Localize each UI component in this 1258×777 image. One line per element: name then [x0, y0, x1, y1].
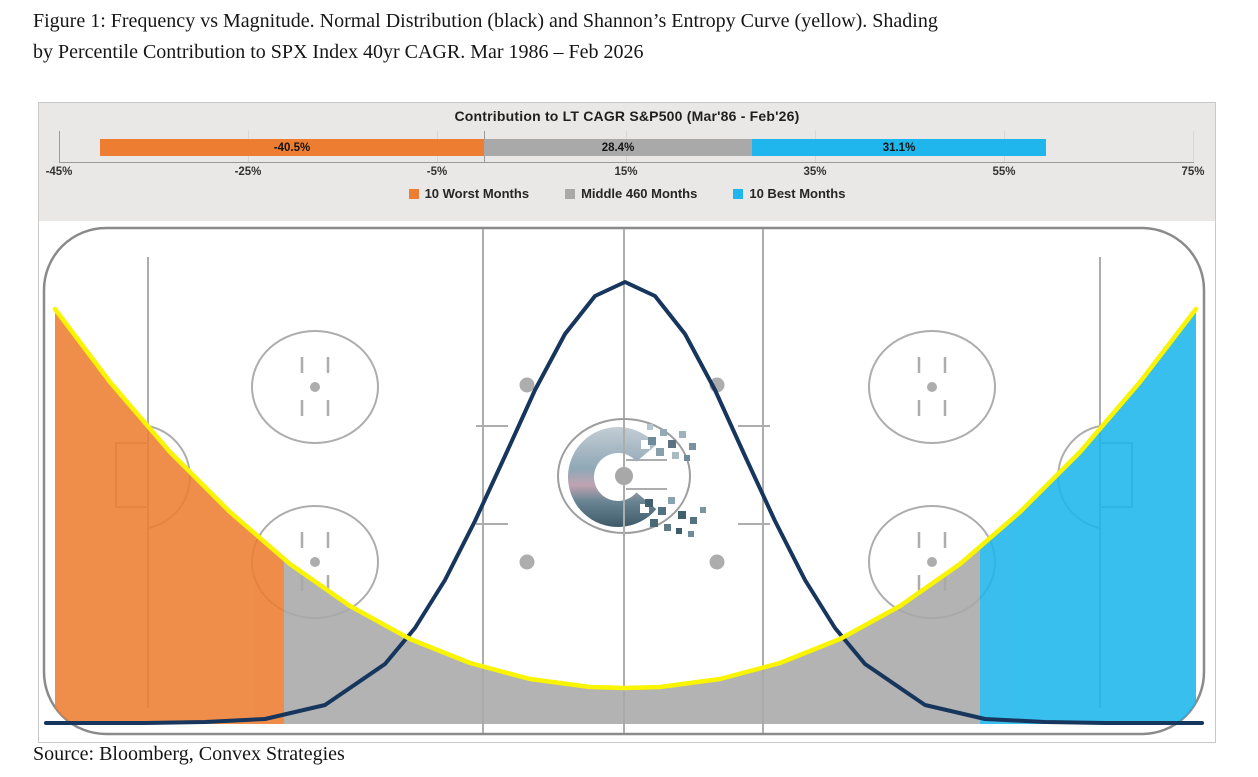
x-tick-15: 15% — [614, 166, 638, 178]
legend-label-worst: 10 Worst Months — [424, 186, 530, 201]
rink-curves-graphic — [39, 221, 1215, 742]
legend-label-best: 10 Best Months — [749, 186, 846, 201]
shade-worst-months — [55, 309, 284, 724]
figure-caption: Figure 1: Frequency vs Magnitude. Normal… — [33, 6, 1243, 68]
entropy-curve — [52, 306, 1199, 691]
gridline-75 — [1193, 131, 1194, 163]
logo-pixels — [645, 424, 706, 537]
bar-segment-worst: -40.5% — [100, 139, 484, 156]
bar-segment-best: 31.1% — [752, 139, 1046, 156]
faceoff-circle-top-right — [868, 330, 996, 444]
logo-dissolve-bites — [640, 432, 661, 513]
legend-swatch-orange-icon — [408, 188, 419, 199]
legend-item-worst: 10 Worst Months — [408, 186, 530, 201]
chart-panel: Contribution to LT CAGR S&P500 (Mar'86 -… — [38, 102, 1216, 743]
bar-segment-middle: 28.4% — [484, 139, 752, 156]
shade-best-months — [980, 309, 1196, 724]
chart-legend: 10 Worst Months Middle 460 Months 10 Bes… — [39, 186, 1215, 201]
x-tick--5: -5% — [426, 166, 448, 178]
legend-swatch-blue-icon — [733, 188, 744, 199]
legend-item-best: 10 Best Months — [733, 186, 845, 201]
figure-caption-line1: Figure 1: Frequency vs Magnitude. Normal… — [33, 10, 938, 32]
legend-label-middle: Middle 460 Months — [581, 186, 698, 201]
x-axis-line — [59, 162, 1194, 163]
x-tick-35: 35% — [803, 166, 827, 178]
x-tick-55: 55% — [992, 166, 1016, 178]
faceoff-hash-marks — [300, 357, 947, 591]
center-ice-dot — [615, 467, 633, 485]
figure-caption-line2: by Percentile Contribution to SPX Index … — [33, 41, 644, 63]
bar-label-best: 31.1% — [882, 141, 916, 154]
x-tick--25: -25% — [234, 166, 262, 178]
legend-swatch-gray-icon — [565, 188, 576, 199]
bar-label-worst: -40.5% — [273, 141, 311, 154]
chart-title: Contribution to LT CAGR S&P500 (Mar'86 -… — [454, 108, 800, 124]
x-tick--45: -45% — [45, 166, 73, 178]
source-note: Source: Bloomberg, Convex Strategies — [33, 743, 345, 765]
percentile-shading — [55, 309, 1196, 724]
bar-label-middle: 28.4% — [601, 141, 635, 154]
normal-distribution-curve — [44, 280, 1204, 725]
logo-c-shape — [567, 427, 657, 527]
x-tick-75: 75% — [1181, 166, 1205, 178]
gridline--45 — [59, 131, 60, 163]
faceoff-circle-top-left — [251, 330, 379, 444]
shade-middle-months — [284, 548, 980, 724]
legend-item-middle: Middle 460 Months — [565, 186, 697, 201]
convex-logo — [567, 420, 706, 537]
